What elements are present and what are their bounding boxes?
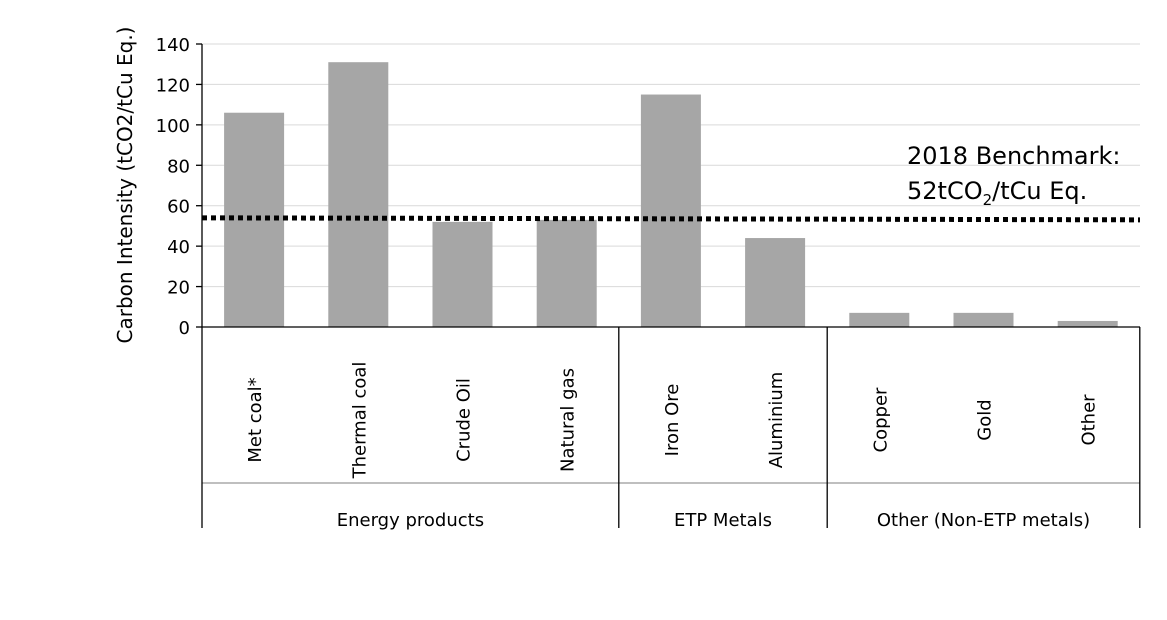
- category-label: Aluminium: [766, 372, 787, 469]
- y-tick-label: 40: [167, 237, 190, 258]
- category-label: Natural gas: [558, 368, 579, 472]
- bar: [640, 94, 701, 328]
- bar: [1057, 320, 1118, 327]
- group-labels: Energy products ETP Metals Other (Non-ETP …: [337, 510, 1090, 531]
- bar: [953, 312, 1014, 327]
- y-tick-label: 120: [156, 75, 190, 96]
- benchmark-line: [201, 215, 1141, 223]
- bar: [432, 221, 493, 327]
- y-tick-label: 0: [179, 318, 190, 339]
- y-axis-title: Carbon Intensity (tCO2/tCu Eq.): [113, 27, 137, 344]
- y-tick-label: 100: [156, 116, 190, 137]
- axes: [196, 43, 1141, 528]
- category-label: Iron Ore: [662, 384, 683, 457]
- bar: [536, 219, 597, 327]
- group-label: ETP Metals: [674, 510, 772, 531]
- bar: [849, 312, 910, 327]
- category-label: Copper: [870, 387, 891, 453]
- category-label: Thermal coal: [349, 362, 370, 480]
- y-tick-label: 80: [167, 156, 190, 177]
- bars: [224, 62, 1118, 328]
- category-label: Crude Oil: [454, 378, 475, 462]
- y-tick-label: 60: [167, 197, 190, 218]
- y-tick-label: 20: [167, 278, 190, 299]
- benchmark-label-line1: 2018 Benchmark:: [907, 142, 1121, 170]
- bar: [328, 62, 389, 327]
- category-label: Other: [1079, 394, 1100, 446]
- category-label: Met coal*: [245, 377, 266, 462]
- benchmark-label-suffix: /tCu Eq.: [992, 177, 1087, 205]
- group-label: Other (Non-ETP metals): [877, 510, 1090, 531]
- category-labels: Met coal* Thermal coal Crude Oil Natural ga…: [245, 362, 1100, 480]
- y-tick-label: 140: [156, 35, 190, 56]
- benchmark-label-line2: 52tCO2/tCu Eq.: [907, 177, 1087, 209]
- benchmark-label-subscript: 2: [983, 191, 993, 209]
- category-label: Gold: [975, 399, 996, 440]
- bar: [745, 238, 806, 327]
- group-label: Energy products: [337, 510, 484, 531]
- benchmark-label-prefix: 52tCO: [907, 177, 983, 205]
- y-tick-labels: 0 20 40 60 80 100 120 140: [156, 35, 190, 339]
